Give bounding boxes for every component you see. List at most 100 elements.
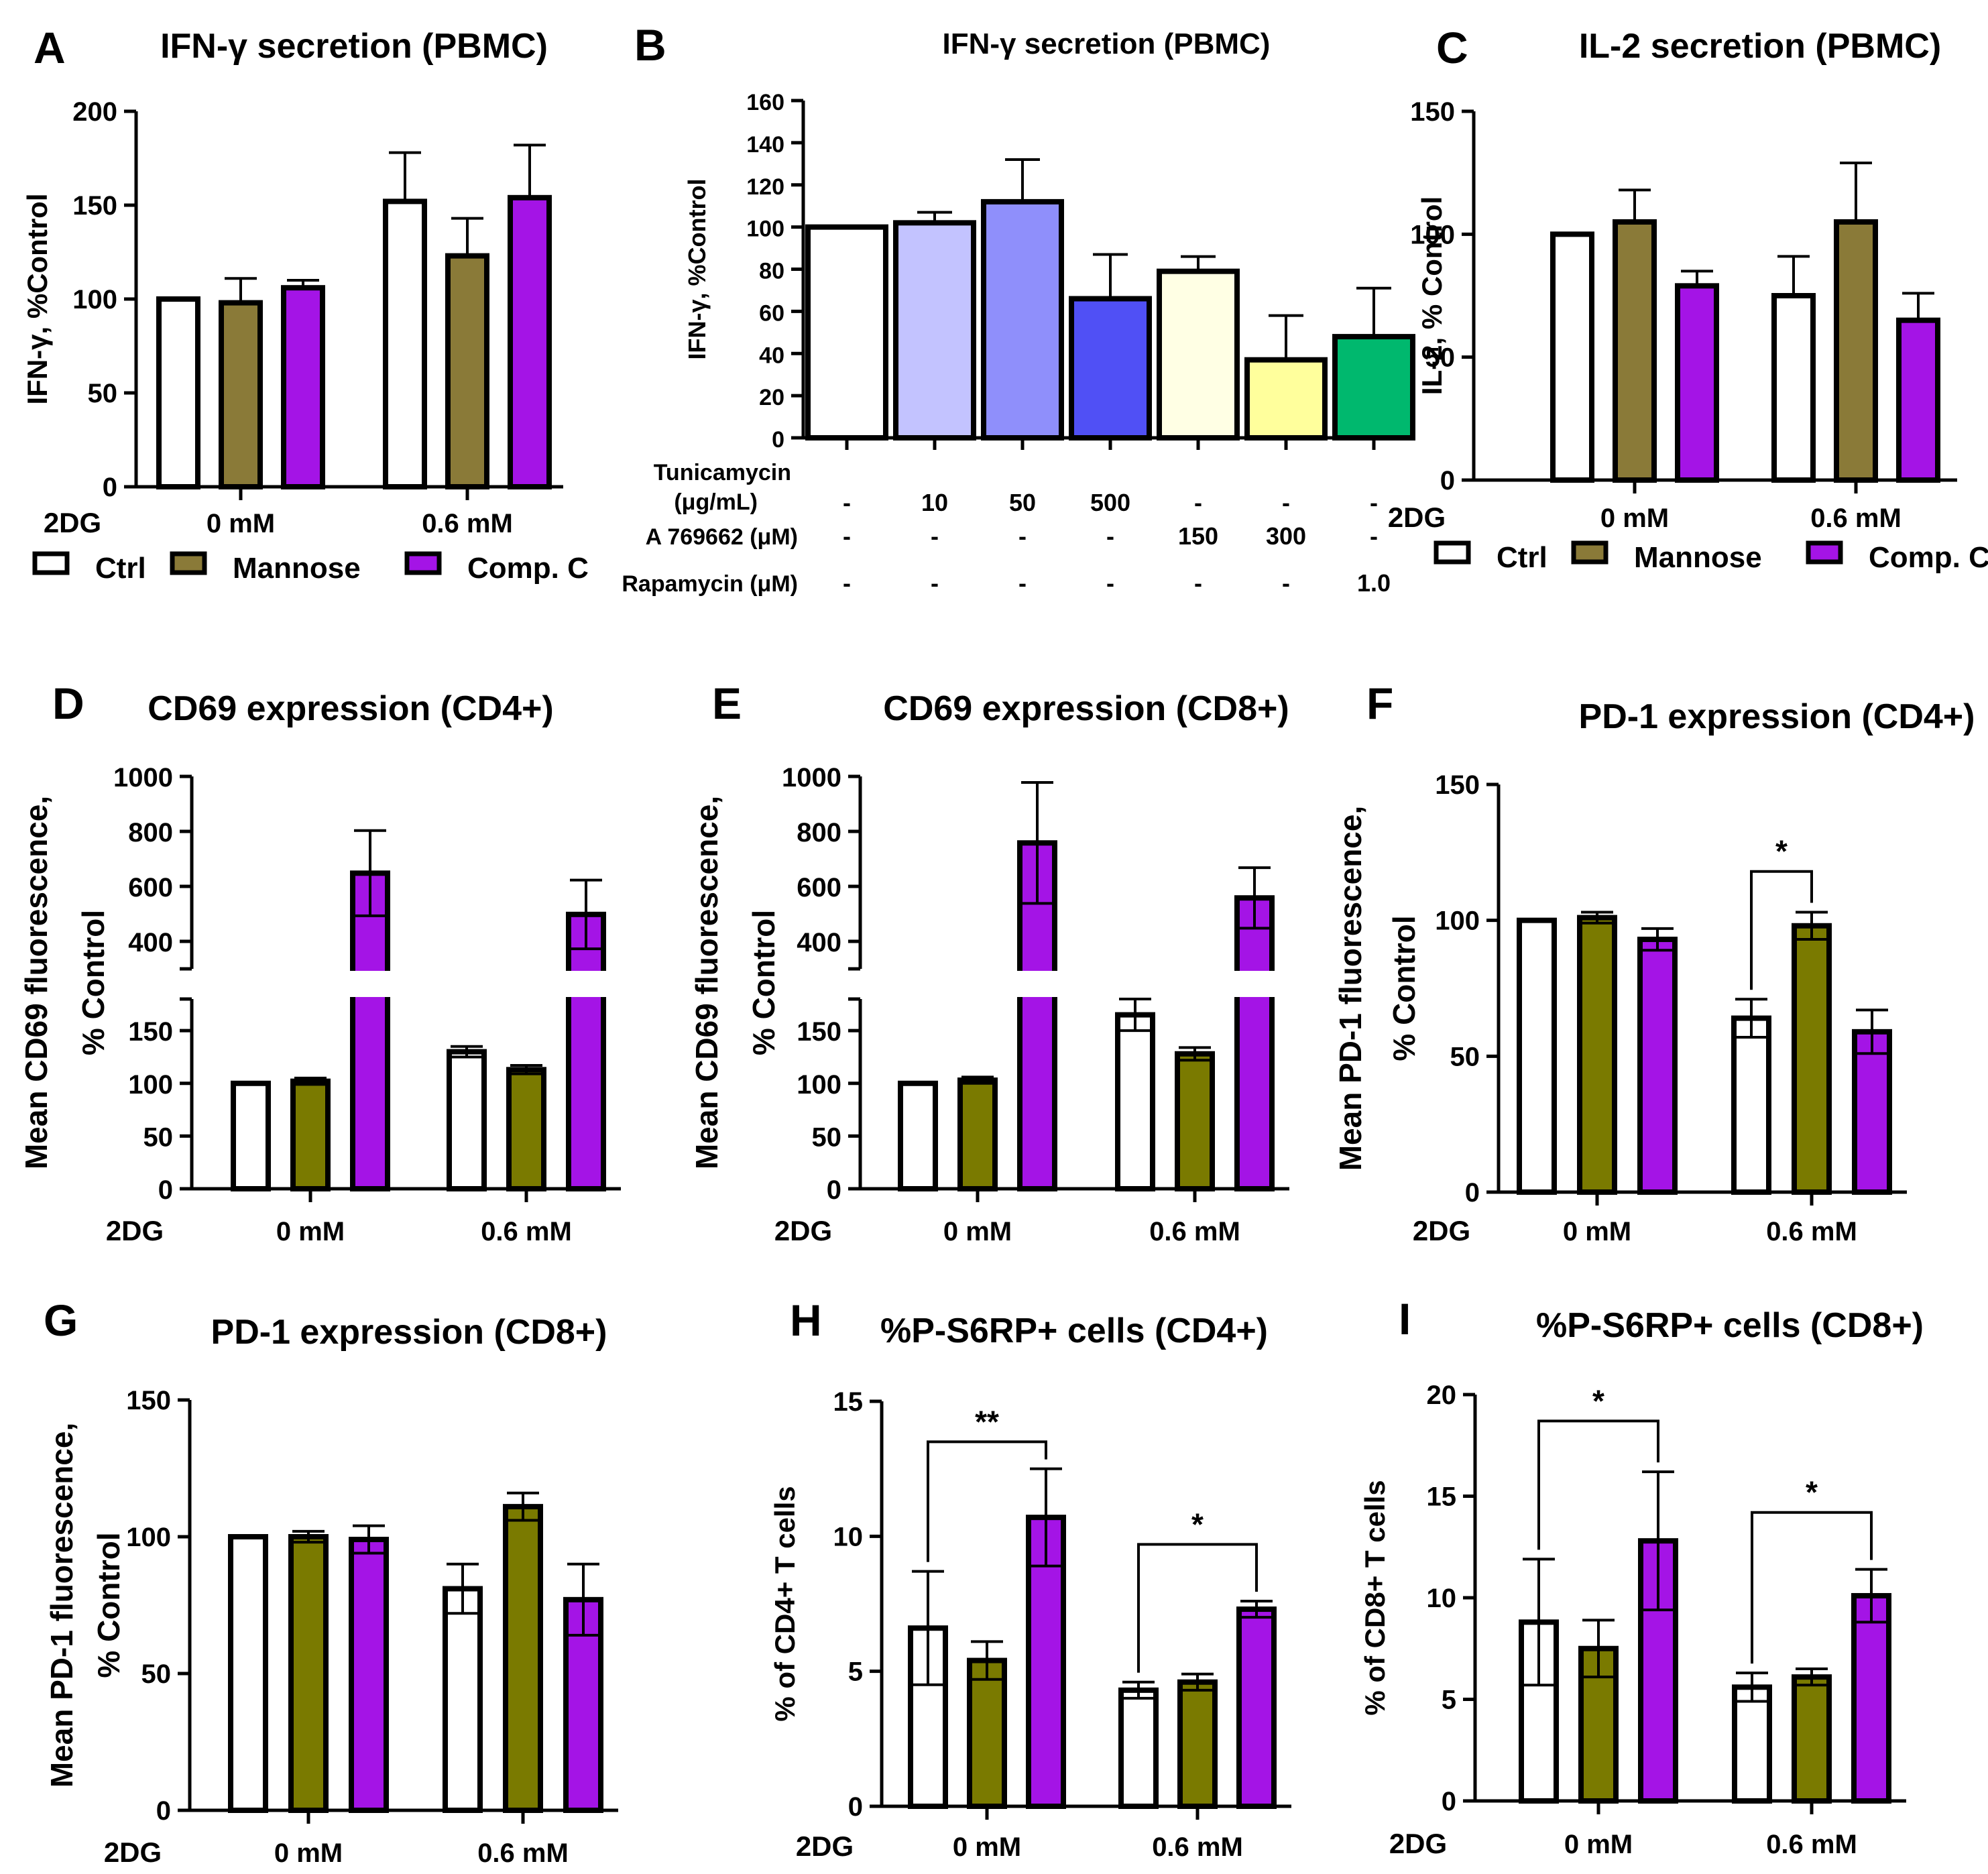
table-row-label-line: Tunicamycin xyxy=(654,460,791,485)
bar xyxy=(1834,219,1878,483)
y-tick-label: 50 xyxy=(1450,1042,1480,1071)
panel-letter: B xyxy=(634,20,666,70)
y-axis-label: Mean PD-1 fluorescence, xyxy=(44,1423,79,1788)
y-tick-label: 100 xyxy=(72,285,117,314)
bar xyxy=(447,1049,487,1191)
significance-label: * xyxy=(1775,834,1788,869)
x-prefix-label: 2DG xyxy=(104,1836,162,1868)
significance-label: * xyxy=(1806,1475,1818,1510)
x-group-label: 0 mM xyxy=(1564,1830,1633,1859)
bar xyxy=(1177,1679,1218,1810)
bar xyxy=(1175,1051,1215,1192)
significance-label: * xyxy=(1592,1383,1604,1418)
x-group-label: 0.6 mM xyxy=(1810,504,1902,533)
panel-title: %P-S6RP+ cells (CD8+) xyxy=(1536,1306,1924,1345)
bar xyxy=(1613,219,1657,483)
x-group-label: 0.6 mM xyxy=(422,509,513,538)
legend-label: Ctrl xyxy=(1497,541,1547,574)
y-tick-label: 600 xyxy=(797,873,841,902)
panel-C: C IL-2 secretion (PBMC) 0 50 100 150 IL-2, % C… xyxy=(1388,23,1957,533)
significance-label: ** xyxy=(975,1404,999,1439)
legend-swatch xyxy=(404,551,442,575)
bar xyxy=(981,198,1064,441)
bar xyxy=(898,1080,938,1192)
y-tick-label: 0 xyxy=(827,1175,841,1205)
y-tick-label: 50 xyxy=(812,1122,842,1152)
table-cell: - xyxy=(843,489,851,516)
y-tick-label: 60 xyxy=(759,300,784,326)
y-tick-label: 600 xyxy=(128,873,173,902)
x-group-label: 0 mM xyxy=(953,1832,1021,1862)
panel-title: PD-1 expression (CD4+) xyxy=(1579,697,1975,736)
y-tick-label: 800 xyxy=(128,818,173,847)
panel-F: F PD-1 expression (CD4+) 0 50 100 150 Mean PD-… xyxy=(1333,679,1975,1246)
y-tick-label: 80 xyxy=(759,259,784,284)
legend-label: Ctrl xyxy=(95,552,146,585)
x-group-label: 0.6 mM xyxy=(481,1217,572,1246)
legend-swatch xyxy=(1434,540,1471,565)
y-tick-label: 150 xyxy=(128,1017,173,1047)
y-tick-label: 100 xyxy=(746,217,784,242)
bar xyxy=(1115,1012,1155,1192)
bar xyxy=(1792,1674,1832,1804)
bar xyxy=(1550,231,1594,483)
x-prefix-label: 2DG xyxy=(796,1830,854,1862)
bar xyxy=(1244,357,1328,441)
bar xyxy=(228,1534,268,1813)
legend-swatch xyxy=(32,551,70,575)
y-tick-label: 100 xyxy=(126,1523,171,1552)
legend-label: Comp. C xyxy=(467,552,589,585)
bar xyxy=(893,220,976,441)
x-prefix-label: 2DG xyxy=(44,507,101,538)
panel-B: B IFN-γ secretion (PBMC) 0 20 40 60 80 100 120 14… xyxy=(622,20,1415,597)
y-axis-label: IFN-γ, %Control xyxy=(683,179,711,360)
bar xyxy=(508,194,552,489)
bar xyxy=(1637,937,1678,1195)
x-group-label: 0.6 mM xyxy=(1152,1832,1243,1862)
significance-label: * xyxy=(1191,1507,1204,1541)
y-axis-label: % Control xyxy=(746,910,781,1055)
table-cell: - xyxy=(1018,522,1027,550)
bar xyxy=(1896,317,1940,483)
y-tick-label: 50 xyxy=(88,379,118,408)
x-group-label: 0 mM xyxy=(276,1217,345,1246)
y-axis-label: IFN-γ, %Control xyxy=(21,194,53,405)
y-tick-label: 50 xyxy=(141,1659,172,1689)
y-tick-label: 1000 xyxy=(782,763,841,793)
axis-break-gap xyxy=(864,971,1293,997)
table-cell: - xyxy=(1370,522,1378,550)
y-tick-label: 150 xyxy=(126,1386,171,1415)
y-axis-label: Mean CD69 fluorescence, xyxy=(19,796,54,1169)
y-tick-label: 150 xyxy=(1435,770,1480,800)
panel-H: H %P-S6RP+ cells (CD4+) 0 5 10 15 % of CD4+ T … xyxy=(769,1295,1291,1862)
table-cell: 50 xyxy=(1009,489,1036,516)
significance-bracket xyxy=(1750,870,1813,990)
bar xyxy=(967,1657,1007,1810)
panel-letter: D xyxy=(52,679,84,728)
bar xyxy=(1236,1606,1277,1809)
y-tick-label: 0 xyxy=(772,427,784,453)
bar xyxy=(1118,1687,1159,1809)
x-group-label: 0 mM xyxy=(1600,504,1669,533)
y-tick-label: 15 xyxy=(833,1387,864,1417)
bar xyxy=(805,224,888,441)
table-cell: - xyxy=(1106,522,1114,550)
y-tick-label: 0 xyxy=(848,1792,863,1822)
panel-letter: I xyxy=(1399,1294,1411,1344)
x-group-label: 0 mM xyxy=(1563,1217,1631,1246)
bar xyxy=(383,198,427,489)
panel-letter: E xyxy=(712,679,742,728)
x-group-label: 0.6 mM xyxy=(477,1838,569,1868)
bar xyxy=(350,870,390,1191)
significance-bracket xyxy=(927,1440,1047,1562)
bar xyxy=(957,1077,998,1192)
x-prefix-label: 2DG xyxy=(1413,1215,1470,1246)
y-tick-label: 120 xyxy=(746,174,784,200)
x-group-label: 0 mM xyxy=(943,1217,1012,1246)
bar xyxy=(1851,1592,1891,1804)
x-group-label: 0 mM xyxy=(274,1838,343,1868)
table-cell: 500 xyxy=(1090,489,1130,516)
x-prefix-label: 2DG xyxy=(1388,502,1446,533)
bar xyxy=(231,1080,271,1192)
table-cell: - xyxy=(1282,569,1290,597)
